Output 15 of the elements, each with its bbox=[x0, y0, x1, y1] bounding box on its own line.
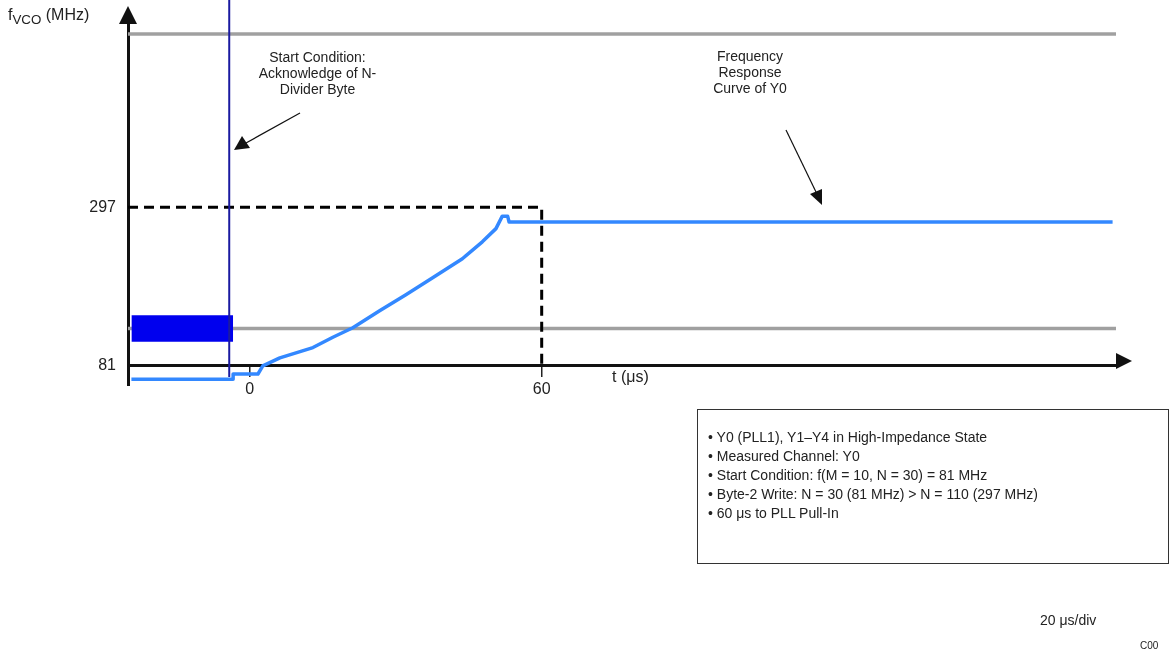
text: • Byte-2 Write: N = 30 (81 MHz) > N = 110 (297 MHz) bbox=[708, 485, 1039, 504]
annotation: Frequency Response Curve of Y0 bbox=[712, 48, 788, 96]
text: 20 μs/div bbox=[1040, 612, 1097, 628]
annotation: Start Condition: Acknowledge of N-Divider Byte bbox=[257, 49, 378, 97]
text: C00 bbox=[1140, 640, 1159, 651]
x-tick-label: 0 bbox=[245, 379, 255, 397]
x-tick-label: 60 bbox=[532, 379, 551, 397]
text: • Y0 (PLL1), Y1–Y4 in High-Impedance State bbox=[708, 428, 989, 447]
y-tick-label: 81 bbox=[98, 356, 117, 374]
y-axis-title: f$_{VCO}$ (MHz) bbox=[8, 6, 90, 28]
text: • Start Condition: f(M = 10, N = 30) = 81 MHz bbox=[708, 466, 989, 485]
y-tick-label: 297 bbox=[89, 197, 117, 215]
x-axis-title: t (μs) bbox=[612, 368, 649, 386]
text: • Measured Channel: Y0 bbox=[708, 447, 861, 466]
text: • 60 μs to PLL Pull-In bbox=[708, 504, 840, 523]
